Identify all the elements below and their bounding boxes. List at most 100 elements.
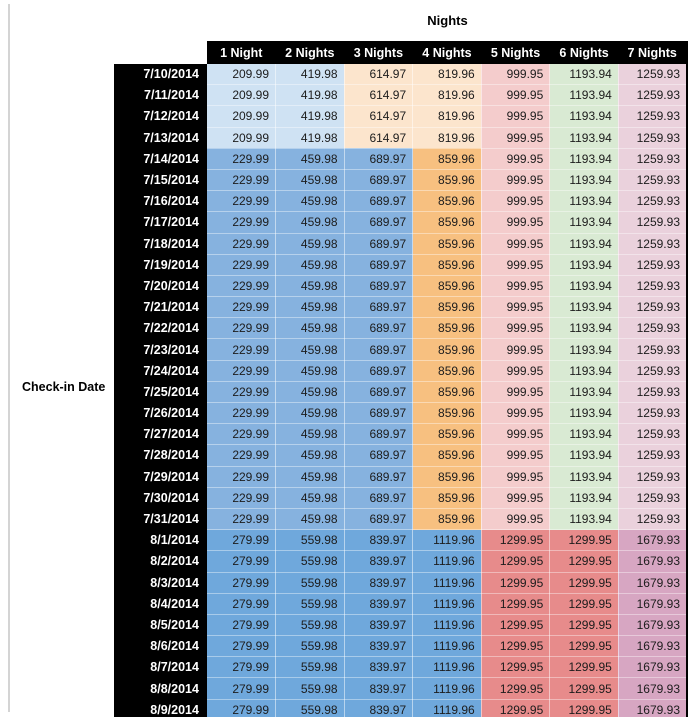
table-row: 7/20/2014 229.99 459.98 689.97 859.96 999.95 1… (114, 275, 687, 298)
price-cell: 1259.93 (618, 148, 687, 170)
column-header-2-nights: 2 Nights (275, 41, 345, 64)
price-cell: 859.96 (412, 466, 482, 488)
price-cell: 1299.95 (549, 529, 619, 552)
table-row: 7/29/2014 229.99 459.98 689.97 859.96 999.95 1… (114, 466, 687, 488)
price-cell: 419.98 (275, 84, 345, 107)
price-cell: 1193.94 (549, 148, 619, 170)
price-cell: 419.98 (275, 64, 345, 86)
price-cell: 229.99 (206, 233, 277, 255)
price-cell: 209.99 (206, 105, 277, 128)
table-row: 7/10/2014 209.99 419.98 614.97 819.96 999.95 1… (114, 64, 687, 86)
price-cell: 689.97 (344, 190, 414, 213)
price-cell: 229.99 (206, 444, 277, 467)
price-cell: 279.99 (206, 614, 277, 637)
table-row: 8/6/2014 279.99 559.98 839.97 1119.96 1299.95… (114, 635, 687, 658)
price-cell: 459.98 (275, 381, 345, 404)
pricing-table: 1 Night 2 Nights 3 Nights 4 Nights 5 Nights 6… (114, 41, 688, 717)
price-cell: 229.99 (206, 338, 277, 361)
price-cell: 859.96 (412, 275, 482, 298)
price-cell: 229.99 (206, 402, 277, 425)
price-cell: 459.98 (275, 444, 345, 467)
table-row: 7/23/2014 229.99 459.98 689.97 859.96 999.95 1… (114, 338, 687, 361)
price-cell: 209.99 (206, 84, 277, 107)
row-header-date: 7/22/2014 (114, 317, 207, 339)
price-cell: 999.95 (481, 423, 551, 446)
price-cell: 1193.94 (549, 105, 619, 128)
row-header-date: 8/6/2014 (114, 635, 207, 657)
price-cell: 1679.93 (618, 635, 687, 658)
price-cell: 459.98 (275, 423, 345, 446)
price-cell: 1193.94 (549, 233, 619, 255)
price-cell: 999.95 (481, 64, 551, 86)
price-cell: 689.97 (344, 148, 414, 170)
price-cell: 279.99 (206, 550, 277, 573)
price-cell: 559.98 (275, 635, 345, 658)
row-header-date: 7/13/2014 (114, 127, 207, 149)
price-cell: 1193.94 (549, 466, 619, 488)
price-cell: 1193.94 (549, 275, 619, 298)
price-cell: 999.95 (481, 84, 551, 107)
price-cell: 859.96 (412, 423, 482, 446)
price-cell: 859.96 (412, 508, 482, 531)
table-row: 7/11/2014 209.99 419.98 614.97 819.96 999.95 1… (114, 84, 687, 107)
price-cell: 999.95 (481, 317, 551, 340)
row-header-date: 7/27/2014 (114, 423, 207, 445)
price-cell: 1119.96 (412, 529, 482, 552)
price-cell: 999.95 (481, 254, 551, 276)
price-cell: 1259.93 (618, 275, 687, 298)
table-row: 7/31/2014 229.99 459.98 689.97 859.96 999.95 1… (114, 508, 687, 531)
price-cell: 859.96 (412, 487, 482, 509)
table-row: 7/25/2014 229.99 459.98 689.97 859.96 999.95 1… (114, 381, 687, 404)
price-cell: 459.98 (275, 487, 345, 509)
price-cell: 1299.95 (481, 529, 551, 552)
price-cell: 209.99 (206, 64, 277, 86)
price-cell: 999.95 (481, 105, 551, 128)
price-cell: 1259.93 (618, 381, 687, 404)
price-cell: 689.97 (344, 381, 414, 404)
price-cell: 229.99 (206, 360, 277, 382)
price-cell: 229.99 (206, 148, 277, 170)
price-cell: 1299.95 (549, 656, 619, 679)
price-cell: 1259.93 (618, 190, 687, 213)
price-cell: 1119.96 (412, 699, 482, 717)
price-cell: 559.98 (275, 677, 345, 700)
row-header-date: 7/29/2014 (114, 466, 207, 488)
price-cell: 859.96 (412, 190, 482, 213)
price-cell: 839.97 (344, 550, 414, 573)
price-cell: 1119.96 (412, 593, 482, 615)
price-cell: 689.97 (344, 487, 414, 509)
price-cell: 999.95 (481, 148, 551, 170)
table-body: 7/10/2014 209.99 419.98 614.97 819.96 999.95 1… (114, 64, 687, 717)
price-cell: 999.95 (481, 444, 551, 467)
price-cell: 209.99 (206, 127, 277, 149)
price-cell: 1679.93 (618, 572, 687, 594)
price-cell: 859.96 (412, 254, 482, 276)
price-cell: 1299.95 (549, 614, 619, 637)
price-cell: 1299.95 (481, 699, 551, 717)
price-cell: 559.98 (275, 572, 345, 594)
price-cell: 1299.95 (549, 550, 619, 573)
row-header-date: 7/24/2014 (114, 360, 207, 382)
price-cell: 459.98 (275, 508, 345, 531)
price-cell: 559.98 (275, 656, 345, 679)
table-row: 7/26/2014 229.99 459.98 689.97 859.96 999.95 1… (114, 402, 687, 425)
price-cell: 839.97 (344, 656, 414, 679)
price-cell: 1259.93 (618, 317, 687, 340)
price-cell: 1259.93 (618, 296, 687, 319)
price-cell: 614.97 (344, 64, 414, 86)
table-row: 8/5/2014 279.99 559.98 839.97 1119.96 1299.95… (114, 614, 687, 637)
row-header-date: 7/19/2014 (114, 254, 207, 276)
price-cell: 229.99 (206, 508, 277, 531)
corner-cell (114, 41, 207, 64)
column-header-6-nights: 6 Nights (549, 41, 619, 64)
table-row: 8/2/2014 279.99 559.98 839.97 1119.96 1299.95… (114, 550, 687, 573)
price-cell: 1299.95 (549, 635, 619, 658)
price-cell: 279.99 (206, 635, 277, 658)
price-cell: 459.98 (275, 190, 345, 213)
price-cell: 1193.94 (549, 402, 619, 425)
price-cell: 819.96 (412, 105, 482, 128)
column-header-1-nights: 1 Night (206, 41, 276, 64)
price-cell: 229.99 (206, 211, 277, 234)
price-cell: 419.98 (275, 105, 345, 128)
price-cell: 859.96 (412, 169, 482, 192)
